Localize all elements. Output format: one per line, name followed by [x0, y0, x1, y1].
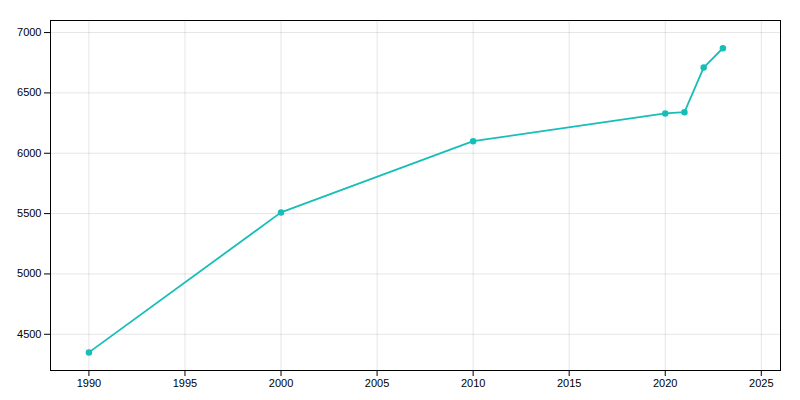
svg-text:1990: 1990	[77, 377, 101, 389]
svg-text:2025: 2025	[749, 377, 773, 389]
svg-text:6500: 6500	[17, 86, 41, 98]
svg-text:2010: 2010	[461, 377, 485, 389]
svg-text:7000: 7000	[17, 26, 41, 38]
svg-text:5500: 5500	[17, 207, 41, 219]
svg-text:1995: 1995	[173, 377, 197, 389]
svg-text:2015: 2015	[557, 377, 581, 389]
svg-text:2020: 2020	[653, 377, 677, 389]
svg-text:2005: 2005	[365, 377, 389, 389]
svg-text:4500: 4500	[17, 328, 41, 340]
svg-text:5000: 5000	[17, 267, 41, 279]
svg-text:2000: 2000	[269, 377, 293, 389]
svg-text:6000: 6000	[17, 147, 41, 159]
